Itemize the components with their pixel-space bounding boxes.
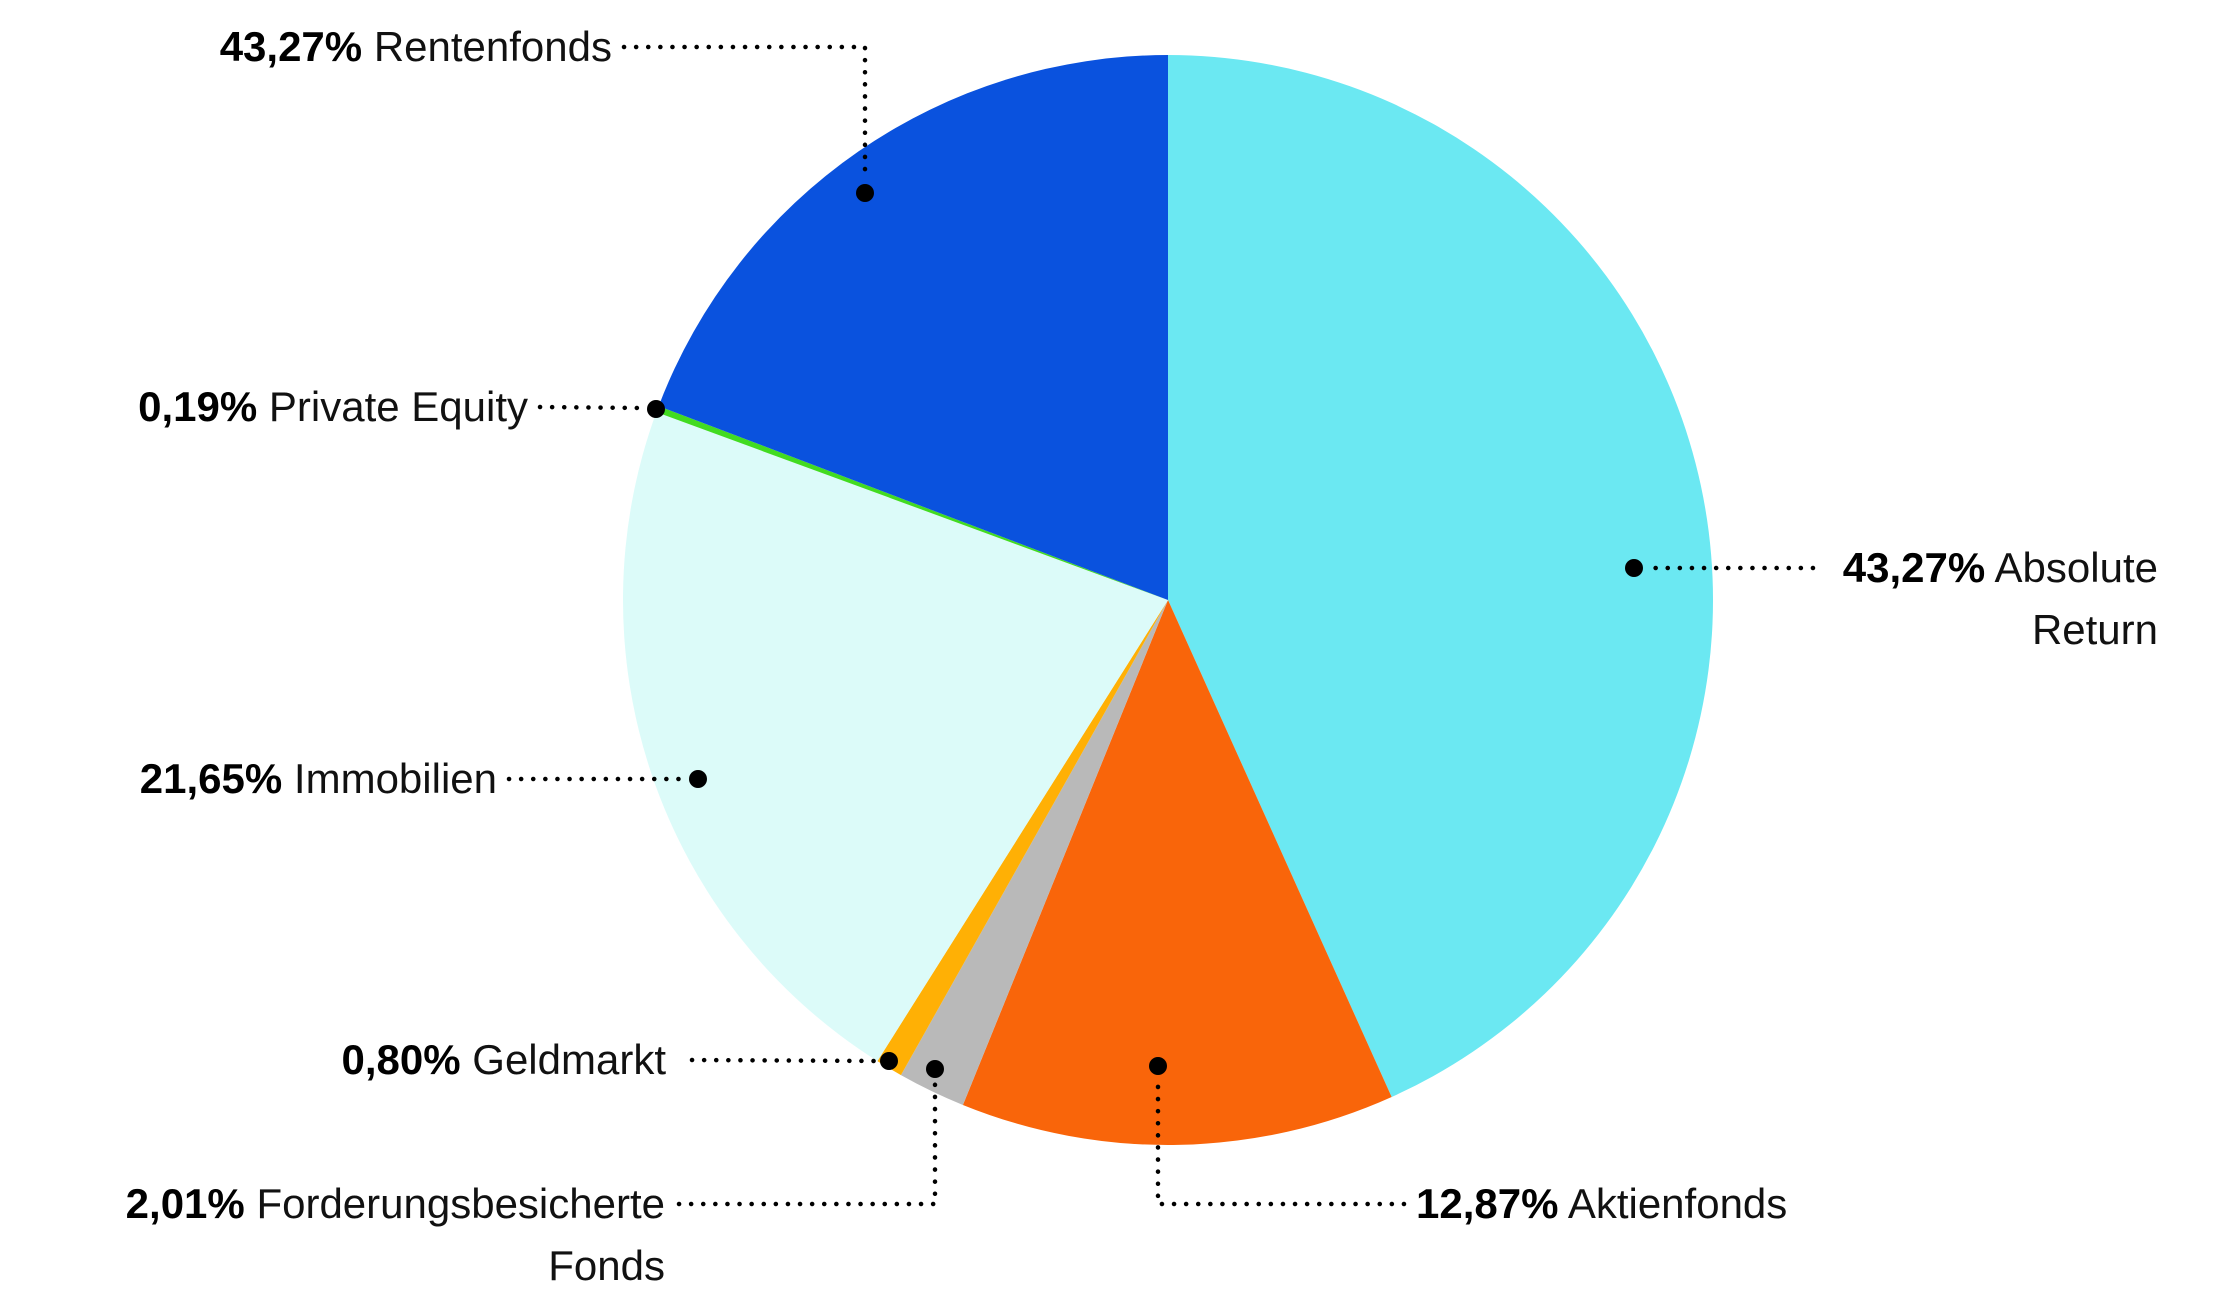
geldmarkt-name: Geldmarkt (472, 1036, 666, 1083)
pie-slice-private-equity (656, 406, 1168, 600)
leader-private-equity (537, 404, 646, 411)
dot-aktienfonds (1149, 1057, 1167, 1075)
label-aktienfonds: 12,87% Aktienfonds (1416, 1173, 1936, 1235)
dot-private-equity (647, 400, 665, 418)
aktienfonds-name: Aktienfonds (1567, 1180, 1788, 1227)
label-forderungsbesicherte: 2,01% Forderungsbesicherte Fonds (0, 1173, 665, 1292)
pie-slice-forderungsbesicherte-fonds (900, 600, 1168, 1105)
label-private-equity: 0,19% Private Equity (0, 376, 528, 438)
aktienfonds-percent: 12,87% (1416, 1180, 1559, 1227)
dot-geldmarkt (880, 1052, 898, 1070)
private-equity-percent: 0,19% (138, 383, 258, 430)
absolute-return-name: Absolute Return (1994, 544, 2158, 653)
label-absolute-return: 43,27% Absolute Return (1823, 537, 2158, 661)
pie-slice-geldmarkt (877, 600, 1168, 1076)
immobilien-name: Immobilien (293, 755, 497, 802)
label-rentenfonds: 43,27% Rentenfonds (0, 16, 612, 78)
dot-absolute-return (1625, 559, 1643, 577)
geldmarkt-percent: 0,80% (341, 1036, 461, 1083)
immobilien-percent: 21,65% (139, 755, 283, 802)
leader-lines (506, 44, 1816, 1207)
leader-geldmarkt (689, 1057, 879, 1064)
rentenfonds-percent: 43,27% (219, 23, 363, 70)
private-equity-name: Private Equity (268, 383, 528, 430)
leader-forderungsbesicherte (676, 1079, 938, 1207)
pie-slice-absolute-return (1168, 55, 1714, 1097)
pie-slice-aktienfonds (962, 600, 1392, 1146)
rentenfonds-name: Rentenfonds (373, 23, 612, 70)
leader-dots (647, 184, 1643, 1078)
label-geldmarkt: 0,80% Geldmarkt (0, 1029, 666, 1091)
pie-slice-immobilien (623, 412, 1168, 1062)
dot-immobilien (689, 770, 707, 788)
absolute-return-percent: 43,27% (1842, 544, 1986, 591)
dot-rentenfonds (856, 184, 874, 202)
leader-rentenfonds (621, 44, 868, 183)
forderungsbesicherte-name: Forderungsbesicherte Fonds (256, 1180, 665, 1289)
pie-slice-rentenfonds (658, 55, 1168, 600)
pie-slices (623, 55, 1714, 1146)
forderungsbesicherte-percent: 2,01% (125, 1180, 245, 1227)
dot-forderungsbesicherte (926, 1060, 944, 1078)
label-immobilien: 21,65% Immobilien (0, 748, 497, 810)
